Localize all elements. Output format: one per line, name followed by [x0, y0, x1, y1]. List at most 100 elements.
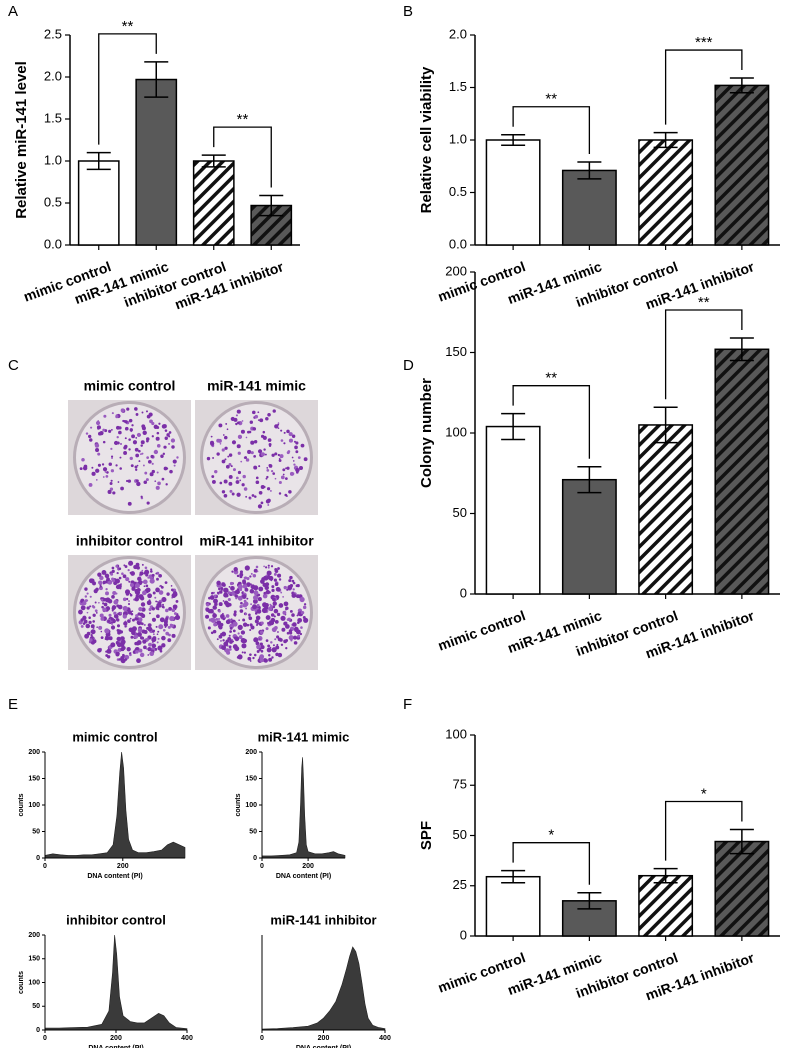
histogram-area	[44, 934, 188, 1031]
significance-bracket	[664, 309, 743, 400]
y-tick-label: 150	[445, 344, 467, 359]
y-axis-label: Colony number	[418, 378, 435, 488]
y-tick-label: 200	[245, 749, 257, 756]
bar	[714, 84, 770, 246]
y-tick-label: 0	[36, 1027, 40, 1034]
error-bar	[577, 892, 602, 910]
bar	[485, 425, 541, 595]
significance-label: *	[701, 785, 707, 802]
y-tick-label: 50	[453, 827, 467, 842]
y-tick-label: 0	[460, 927, 467, 942]
y-axis-label: counts	[18, 793, 25, 816]
histogram-title: miR-141 inhibitor	[270, 912, 376, 927]
bar	[561, 478, 617, 595]
panel-letter: F	[403, 696, 412, 713]
panel-letter: B	[403, 3, 413, 20]
y-tick-label: 50	[453, 505, 467, 520]
plate	[200, 401, 313, 514]
bar	[638, 424, 694, 595]
y-tick-label: 150	[28, 956, 40, 963]
error-bar	[86, 151, 111, 171]
image-caption: inhibitor control	[76, 533, 183, 549]
y-axis-label: Relative cell viability	[418, 66, 435, 213]
x-tick-label: 200	[117, 863, 129, 870]
y-tick-label: 200	[28, 749, 40, 756]
y-tick-label: 100	[28, 979, 40, 986]
histogram-area	[261, 757, 346, 859]
y-tick-label: 75	[453, 777, 467, 792]
bar	[638, 874, 694, 937]
y-tick-label: 100	[28, 802, 40, 809]
histogram-area	[261, 946, 386, 1031]
x-tick-label: 200	[110, 1035, 122, 1042]
y-tick-label: 200	[28, 932, 40, 939]
bar	[77, 160, 120, 246]
y-tick-label: 0.0	[44, 236, 62, 251]
x-tick-label: 200	[318, 1035, 330, 1042]
y-tick-label: 200	[445, 263, 467, 278]
colonies	[78, 560, 181, 664]
y-tick-label: 50	[32, 828, 40, 835]
error-bar	[729, 828, 754, 855]
bar	[485, 875, 541, 937]
x-axis-label: DNA content (PI)	[88, 1045, 143, 1048]
y-tick-label: 100	[445, 424, 467, 439]
error-bar	[653, 406, 678, 444]
bar	[714, 840, 770, 937]
error-bar	[577, 161, 602, 180]
significance-bracket	[512, 106, 591, 155]
x-axis-label: DNA content (PI)	[276, 873, 331, 880]
y-tick-label: 2.0	[449, 26, 467, 41]
y-tick-label: 0.5	[44, 194, 62, 209]
image-caption: mimic control	[84, 378, 176, 394]
panel-letter: C	[8, 357, 19, 374]
y-tick-label: 50	[249, 828, 257, 835]
x-tick-label: 0	[43, 1035, 47, 1042]
bar	[485, 139, 541, 246]
bar	[561, 169, 617, 246]
image-caption: miR-141 mimic	[207, 378, 306, 394]
y-tick-label: 1.0	[44, 152, 62, 167]
x-tick-label: 400	[379, 1035, 391, 1042]
error-bar	[144, 61, 169, 98]
colonies	[79, 407, 179, 506]
y-tick-label: 1.5	[44, 110, 62, 125]
y-tick-label: 100	[245, 802, 257, 809]
x-tick-label: 400	[181, 1035, 193, 1042]
colonies	[206, 409, 308, 509]
error-bar	[201, 154, 226, 168]
histogram-title: inhibitor control	[66, 912, 166, 927]
x-tick-label: 0	[260, 863, 264, 870]
bar	[714, 348, 770, 595]
significance-label: **	[237, 111, 249, 128]
y-axis-label: Relative miR-141 level	[13, 61, 30, 219]
y-axis-label: counts	[18, 971, 25, 994]
panel-letter: A	[8, 3, 18, 20]
x-axis-label: DNA content (PI)	[296, 1045, 351, 1048]
image-caption: miR-141 inhibitor	[199, 533, 314, 549]
y-axis-label: counts	[235, 793, 242, 816]
bar	[192, 160, 235, 246]
significance-label: *	[548, 827, 554, 844]
significance-label: **	[698, 294, 710, 311]
error-bar	[577, 466, 602, 494]
error-bar	[729, 77, 754, 94]
x-tick-label: 0	[43, 863, 47, 870]
significance-bracket	[512, 385, 591, 459]
x-axis-label: DNA content (PI)	[87, 873, 142, 880]
y-tick-label: 1.0	[449, 131, 467, 146]
significance-bracket	[664, 49, 743, 125]
y-axis-label: SPF	[418, 821, 435, 850]
y-tick-label: 2.5	[44, 26, 62, 41]
error-bar	[259, 194, 284, 217]
plate	[73, 401, 186, 514]
y-tick-label: 1.5	[449, 79, 467, 94]
error-bar	[653, 131, 678, 149]
significance-label: **	[545, 370, 557, 387]
y-tick-label: 2.0	[44, 68, 62, 83]
y-tick-label: 50	[32, 1003, 40, 1010]
significance-label: ***	[695, 34, 713, 51]
significance-bracket	[664, 800, 743, 861]
y-tick-label: 0	[460, 585, 467, 600]
